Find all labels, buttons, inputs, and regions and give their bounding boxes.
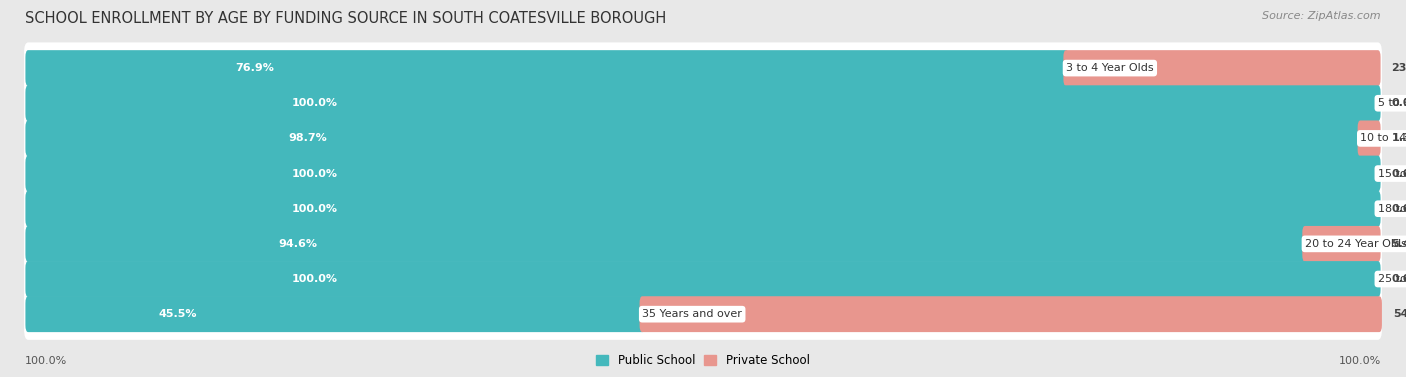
Text: 0.0%: 0.0% (1392, 204, 1406, 214)
FancyBboxPatch shape (24, 78, 1382, 129)
Text: 35 Years and over: 35 Years and over (643, 309, 742, 319)
FancyBboxPatch shape (25, 296, 645, 332)
Text: SCHOOL ENROLLMENT BY AGE BY FUNDING SOURCE IN SOUTH COATESVILLE BOROUGH: SCHOOL ENROLLMENT BY AGE BY FUNDING SOUR… (25, 11, 666, 26)
FancyBboxPatch shape (25, 50, 1069, 86)
FancyBboxPatch shape (24, 148, 1382, 199)
Text: 3 to 4 Year Olds: 3 to 4 Year Olds (1066, 63, 1154, 73)
FancyBboxPatch shape (25, 261, 1381, 297)
Text: 18 to 19 Year Olds: 18 to 19 Year Olds (1378, 204, 1406, 214)
Text: 100.0%: 100.0% (291, 274, 337, 284)
Legend: Public School, Private School: Public School, Private School (592, 349, 814, 372)
Text: 76.9%: 76.9% (235, 63, 274, 73)
Text: 0.0%: 0.0% (1392, 274, 1406, 284)
Text: Source: ZipAtlas.com: Source: ZipAtlas.com (1263, 11, 1381, 21)
Text: 0.0%: 0.0% (1392, 98, 1406, 108)
Text: 54.6%: 54.6% (1393, 309, 1406, 319)
FancyBboxPatch shape (24, 253, 1382, 305)
Text: 15 to 17 Year Olds: 15 to 17 Year Olds (1378, 169, 1406, 179)
FancyBboxPatch shape (1358, 121, 1381, 156)
FancyBboxPatch shape (1302, 226, 1381, 262)
Text: 25 to 34 Year Olds: 25 to 34 Year Olds (1378, 274, 1406, 284)
FancyBboxPatch shape (25, 85, 1381, 121)
FancyBboxPatch shape (24, 218, 1382, 270)
FancyBboxPatch shape (24, 288, 1382, 340)
FancyBboxPatch shape (25, 121, 1362, 156)
Text: 1.3%: 1.3% (1392, 133, 1406, 143)
Text: 0.0%: 0.0% (1392, 169, 1406, 179)
FancyBboxPatch shape (640, 296, 1382, 332)
FancyBboxPatch shape (25, 191, 1381, 227)
Text: 98.7%: 98.7% (288, 133, 328, 143)
FancyBboxPatch shape (24, 113, 1382, 164)
Text: 100.0%: 100.0% (1339, 356, 1381, 366)
FancyBboxPatch shape (25, 156, 1381, 192)
FancyBboxPatch shape (24, 183, 1382, 234)
Text: 100.0%: 100.0% (291, 98, 337, 108)
Text: 5.4%: 5.4% (1392, 239, 1406, 249)
FancyBboxPatch shape (24, 43, 1382, 94)
FancyBboxPatch shape (25, 226, 1308, 262)
Text: 100.0%: 100.0% (291, 169, 337, 179)
Text: 23.1%: 23.1% (1392, 63, 1406, 73)
Text: 100.0%: 100.0% (291, 204, 337, 214)
Text: 94.6%: 94.6% (278, 239, 318, 249)
Text: 100.0%: 100.0% (25, 356, 67, 366)
Text: 45.5%: 45.5% (159, 309, 197, 319)
Text: 10 to 14 Year Olds: 10 to 14 Year Olds (1361, 133, 1406, 143)
FancyBboxPatch shape (1063, 50, 1381, 86)
Text: 5 to 9 Year Old: 5 to 9 Year Old (1378, 98, 1406, 108)
Text: 20 to 24 Year Olds: 20 to 24 Year Olds (1305, 239, 1406, 249)
